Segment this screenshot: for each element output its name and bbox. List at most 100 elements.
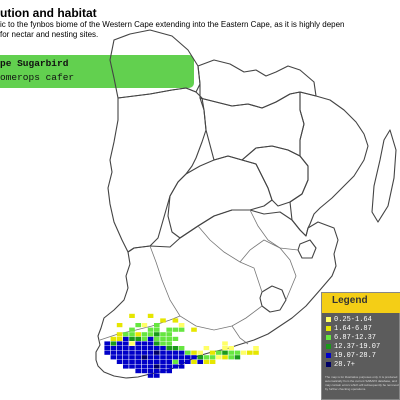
- grid-cell: [160, 346, 166, 351]
- grid-cell: [154, 373, 160, 378]
- legend-label: 28.7+: [334, 361, 356, 369]
- grid-cell: [172, 359, 179, 364]
- grid-cell: [147, 341, 154, 346]
- grid-cell: [166, 364, 172, 369]
- grid-cell: [154, 355, 160, 360]
- grid-cell: [160, 369, 166, 374]
- country-outlines: [95, 29, 397, 379]
- grid-cell: [110, 336, 117, 341]
- legend-label: 0.25-1.64: [334, 316, 372, 324]
- grid-cell: [129, 350, 135, 355]
- grid-cell: [203, 346, 210, 351]
- legend-label: 1.64-6.87: [334, 325, 372, 333]
- grid-cell: [129, 313, 135, 318]
- legend-panel: Legend 0.25-1.64 1.64-6.87 6.87-12.37 12…: [321, 292, 400, 400]
- province-line: [99, 315, 181, 341]
- grid-cell: [160, 350, 166, 355]
- grid-cell: [178, 355, 185, 360]
- legend-label: 19.07-28.7: [334, 352, 377, 360]
- botswana-outline: [167, 155, 273, 239]
- grid-cell: [191, 359, 197, 364]
- grid-cell: [178, 350, 185, 355]
- grid-cell: [203, 359, 210, 364]
- grid-cell: [141, 346, 148, 351]
- grid-cell: [222, 355, 228, 360]
- grid-cell: [147, 350, 154, 355]
- grid-cell: [154, 369, 160, 374]
- grid-cell: [172, 355, 179, 360]
- species-common-name: pe Sugarbird: [0, 58, 69, 69]
- province-line: [197, 225, 263, 293]
- grid-cell: [222, 341, 228, 346]
- province-boundaries: [99, 209, 299, 345]
- grid-cell: [216, 355, 222, 360]
- grid-cell: [160, 318, 166, 323]
- grid-cell: [191, 350, 197, 355]
- grid-cell: [135, 346, 141, 351]
- lesotho-outline: [259, 285, 287, 313]
- grid-cell: [104, 350, 110, 355]
- grid-cell: [116, 346, 123, 351]
- grid-cell: [129, 364, 135, 369]
- grid-cell: [154, 350, 160, 355]
- grid-cell: [147, 327, 154, 332]
- intro-line: ic to the fynbos biome of the Western Ca…: [0, 20, 345, 29]
- grid-cell: [166, 346, 172, 351]
- grid-cell: [104, 341, 110, 346]
- province-line: [231, 325, 249, 345]
- grid-cell: [160, 341, 166, 346]
- mozambique-outline: [289, 91, 369, 237]
- grid-cell: [110, 350, 117, 355]
- grid-cell: [123, 350, 129, 355]
- grid-cell: [154, 327, 160, 332]
- grid-cell: [203, 355, 210, 360]
- legend-title: Legend: [322, 293, 400, 313]
- grid-cell: [185, 355, 191, 360]
- grid-cell: [141, 323, 148, 328]
- grid-cell: [166, 369, 172, 374]
- grid-cell: [172, 350, 179, 355]
- legend-swatch: [326, 353, 331, 358]
- grid-cell: [129, 332, 135, 337]
- grid-cell: [116, 332, 123, 337]
- grid-cell: [147, 359, 154, 364]
- namibia-outline: [107, 87, 207, 253]
- grid-cell: [166, 332, 172, 337]
- grid-cell: [116, 359, 123, 364]
- grid-cell: [135, 336, 141, 341]
- grid-cell: [253, 346, 259, 351]
- grid-cell: [178, 364, 185, 369]
- grid-cell: [123, 359, 129, 364]
- grid-cell: [141, 355, 148, 360]
- grid-cell: [116, 355, 123, 360]
- grid-cell: [154, 364, 160, 369]
- grid-cell: [172, 318, 179, 323]
- grid-cell: [197, 359, 203, 364]
- grid-cell: [135, 323, 141, 328]
- grid-cell: [141, 341, 148, 346]
- grid-cell: [141, 364, 148, 369]
- grid-cell: [110, 346, 117, 351]
- grid-cell: [172, 364, 179, 369]
- occurrence-grid: [104, 313, 259, 378]
- grid-cell: [160, 336, 166, 341]
- grid-cell: [154, 341, 160, 346]
- grid-cell: [185, 350, 191, 355]
- grid-cell: [135, 359, 141, 364]
- swaziland-outline: [297, 239, 317, 259]
- grid-cell: [222, 346, 228, 351]
- grid-cell: [116, 341, 123, 346]
- legend-label: 12.37-19.07: [334, 343, 381, 351]
- grid-cell: [147, 355, 154, 360]
- grid-cell: [116, 323, 123, 328]
- grid-cell: [191, 327, 197, 332]
- grid-cell: [135, 350, 141, 355]
- grid-cell: [129, 346, 135, 351]
- grid-cell: [141, 332, 148, 337]
- grid-cell: [110, 355, 117, 360]
- grid-cell: [154, 332, 160, 337]
- north-outline: [197, 59, 317, 109]
- grid-cell: [172, 336, 179, 341]
- grid-cell: [178, 323, 185, 328]
